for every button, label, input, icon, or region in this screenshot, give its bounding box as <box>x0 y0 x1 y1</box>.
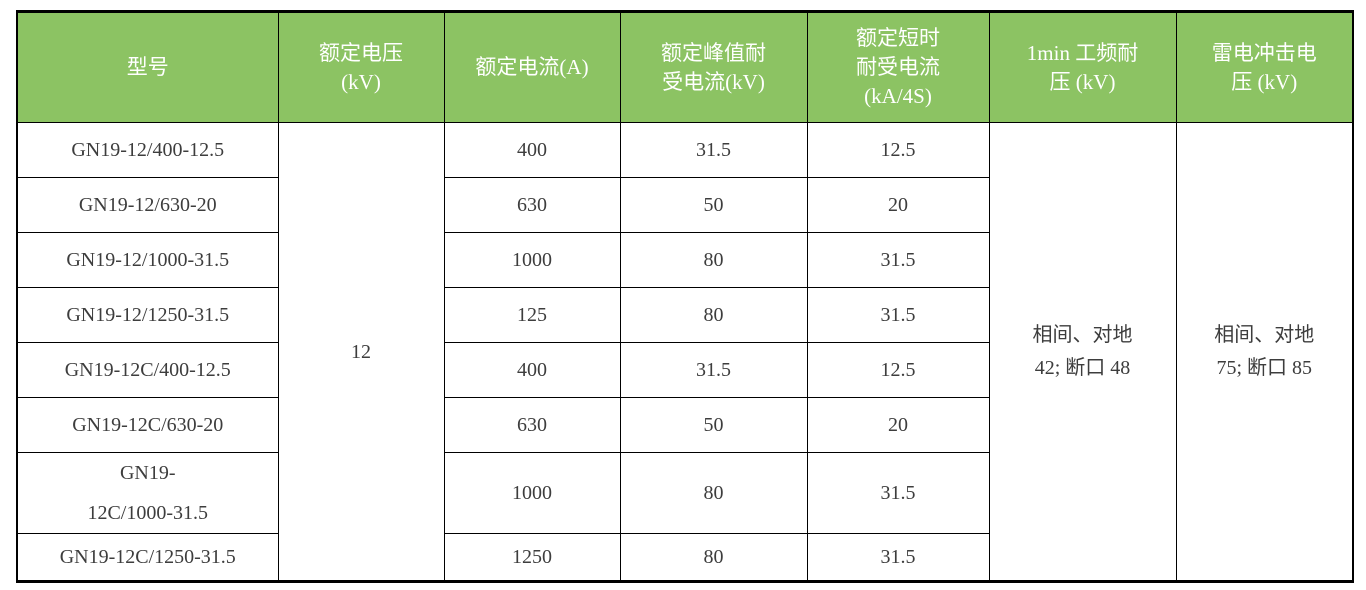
cell-short-time: 31.5 <box>806 452 990 534</box>
cell-model: GN19-12C/1250-31.5 <box>16 533 279 582</box>
table-row: GN19-12C/1250-31.5 1250 80 31.5 <box>16 533 1353 582</box>
cell-rated-current: 630 <box>443 177 621 233</box>
cell-rated-current: 1000 <box>443 452 621 534</box>
cell-peak-withstand: 80 <box>619 452 808 534</box>
cell-rated-current: 400 <box>443 122 621 178</box>
cell-rated-current: 630 <box>443 397 621 453</box>
cell-model: GN19-12/400-12.5 <box>16 122 279 178</box>
cell-rated-voltage-merged: 12 <box>277 122 445 582</box>
table-row: GN19-12C/630-20 630 50 20 <box>16 397 1353 453</box>
column-header-lightning: 雷电冲击电 压 (kV) <box>1175 11 1354 123</box>
header-row: 型号 额定电压 (kV) 额定电流(A) 额定峰值耐 受电流(kV) 额定短时 … <box>16 11 1354 123</box>
table-row: GN19-12C/400-12.5 400 31.5 12.5 <box>16 342 1353 398</box>
cell-short-time: 12.5 <box>806 122 990 178</box>
table-row: GN19-12/1250-31.5 125 80 31.5 <box>16 287 1353 343</box>
table-row: GN19-12/630-20 630 50 20 <box>16 177 1353 233</box>
cell-model: GN19- 12C/1000-31.5 <box>16 452 279 534</box>
cell-peak-withstand: 31.5 <box>619 342 808 398</box>
table-row: GN19- 12C/1000-31.5 1000 80 31.5 <box>16 452 1353 534</box>
cell-lightning-merged: 相间、对地 75; 断口 85 <box>1175 122 1354 582</box>
cell-short-time: 20 <box>806 177 990 233</box>
cell-peak-withstand: 50 <box>619 397 808 453</box>
cell-power-freq-merged: 相间、对地 42; 断口 48 <box>988 122 1177 582</box>
cell-rated-current: 1000 <box>443 232 621 288</box>
cell-peak-withstand: 31.5 <box>619 122 808 178</box>
cell-model: GN19-12/1000-31.5 <box>16 232 279 288</box>
cell-rated-current: 1250 <box>443 533 621 582</box>
column-header-model: 型号 <box>16 11 279 123</box>
cell-short-time: 31.5 <box>806 287 990 343</box>
cell-model: GN19-12/1250-31.5 <box>16 287 279 343</box>
column-header-peak-withstand: 额定峰值耐 受电流(kV) <box>619 11 808 123</box>
cell-peak-withstand: 80 <box>619 232 808 288</box>
table-body: GN19-12/400-12.5 12 400 31.5 12.5 相间、对地 … <box>16 122 1354 582</box>
cell-rated-current: 125 <box>443 287 621 343</box>
cell-peak-withstand: 50 <box>619 177 808 233</box>
column-header-rated-current: 额定电流(A) <box>443 11 621 123</box>
cell-model: GN19-12/630-20 <box>16 177 279 233</box>
cell-peak-withstand: 80 <box>619 533 808 582</box>
column-header-short-time: 额定短时 耐受电流 (kA/4S) <box>806 11 990 123</box>
cell-rated-current: 400 <box>443 342 621 398</box>
column-header-power-freq: 1min 工频耐 压 (kV) <box>988 11 1177 123</box>
table-row: GN19-12/1000-31.5 1000 80 31.5 <box>16 232 1353 288</box>
cell-short-time: 12.5 <box>806 342 990 398</box>
cell-peak-withstand: 80 <box>619 287 808 343</box>
table-row: GN19-12/400-12.5 12 400 31.5 12.5 相间、对地 … <box>16 122 1354 582</box>
cell-short-time: 31.5 <box>806 232 990 288</box>
column-header-rated-voltage: 额定电压 (kV) <box>277 11 445 123</box>
spec-table: 型号 额定电压 (kV) 额定电流(A) 额定峰值耐 受电流(kV) 额定短时 … <box>16 10 1354 583</box>
cell-model: GN19-12C/630-20 <box>16 397 279 453</box>
cell-short-time: 20 <box>806 397 990 453</box>
table-header: 型号 额定电压 (kV) 额定电流(A) 额定峰值耐 受电流(kV) 额定短时 … <box>16 11 1354 123</box>
cell-short-time: 31.5 <box>806 533 990 582</box>
cell-model: GN19-12C/400-12.5 <box>16 342 279 398</box>
